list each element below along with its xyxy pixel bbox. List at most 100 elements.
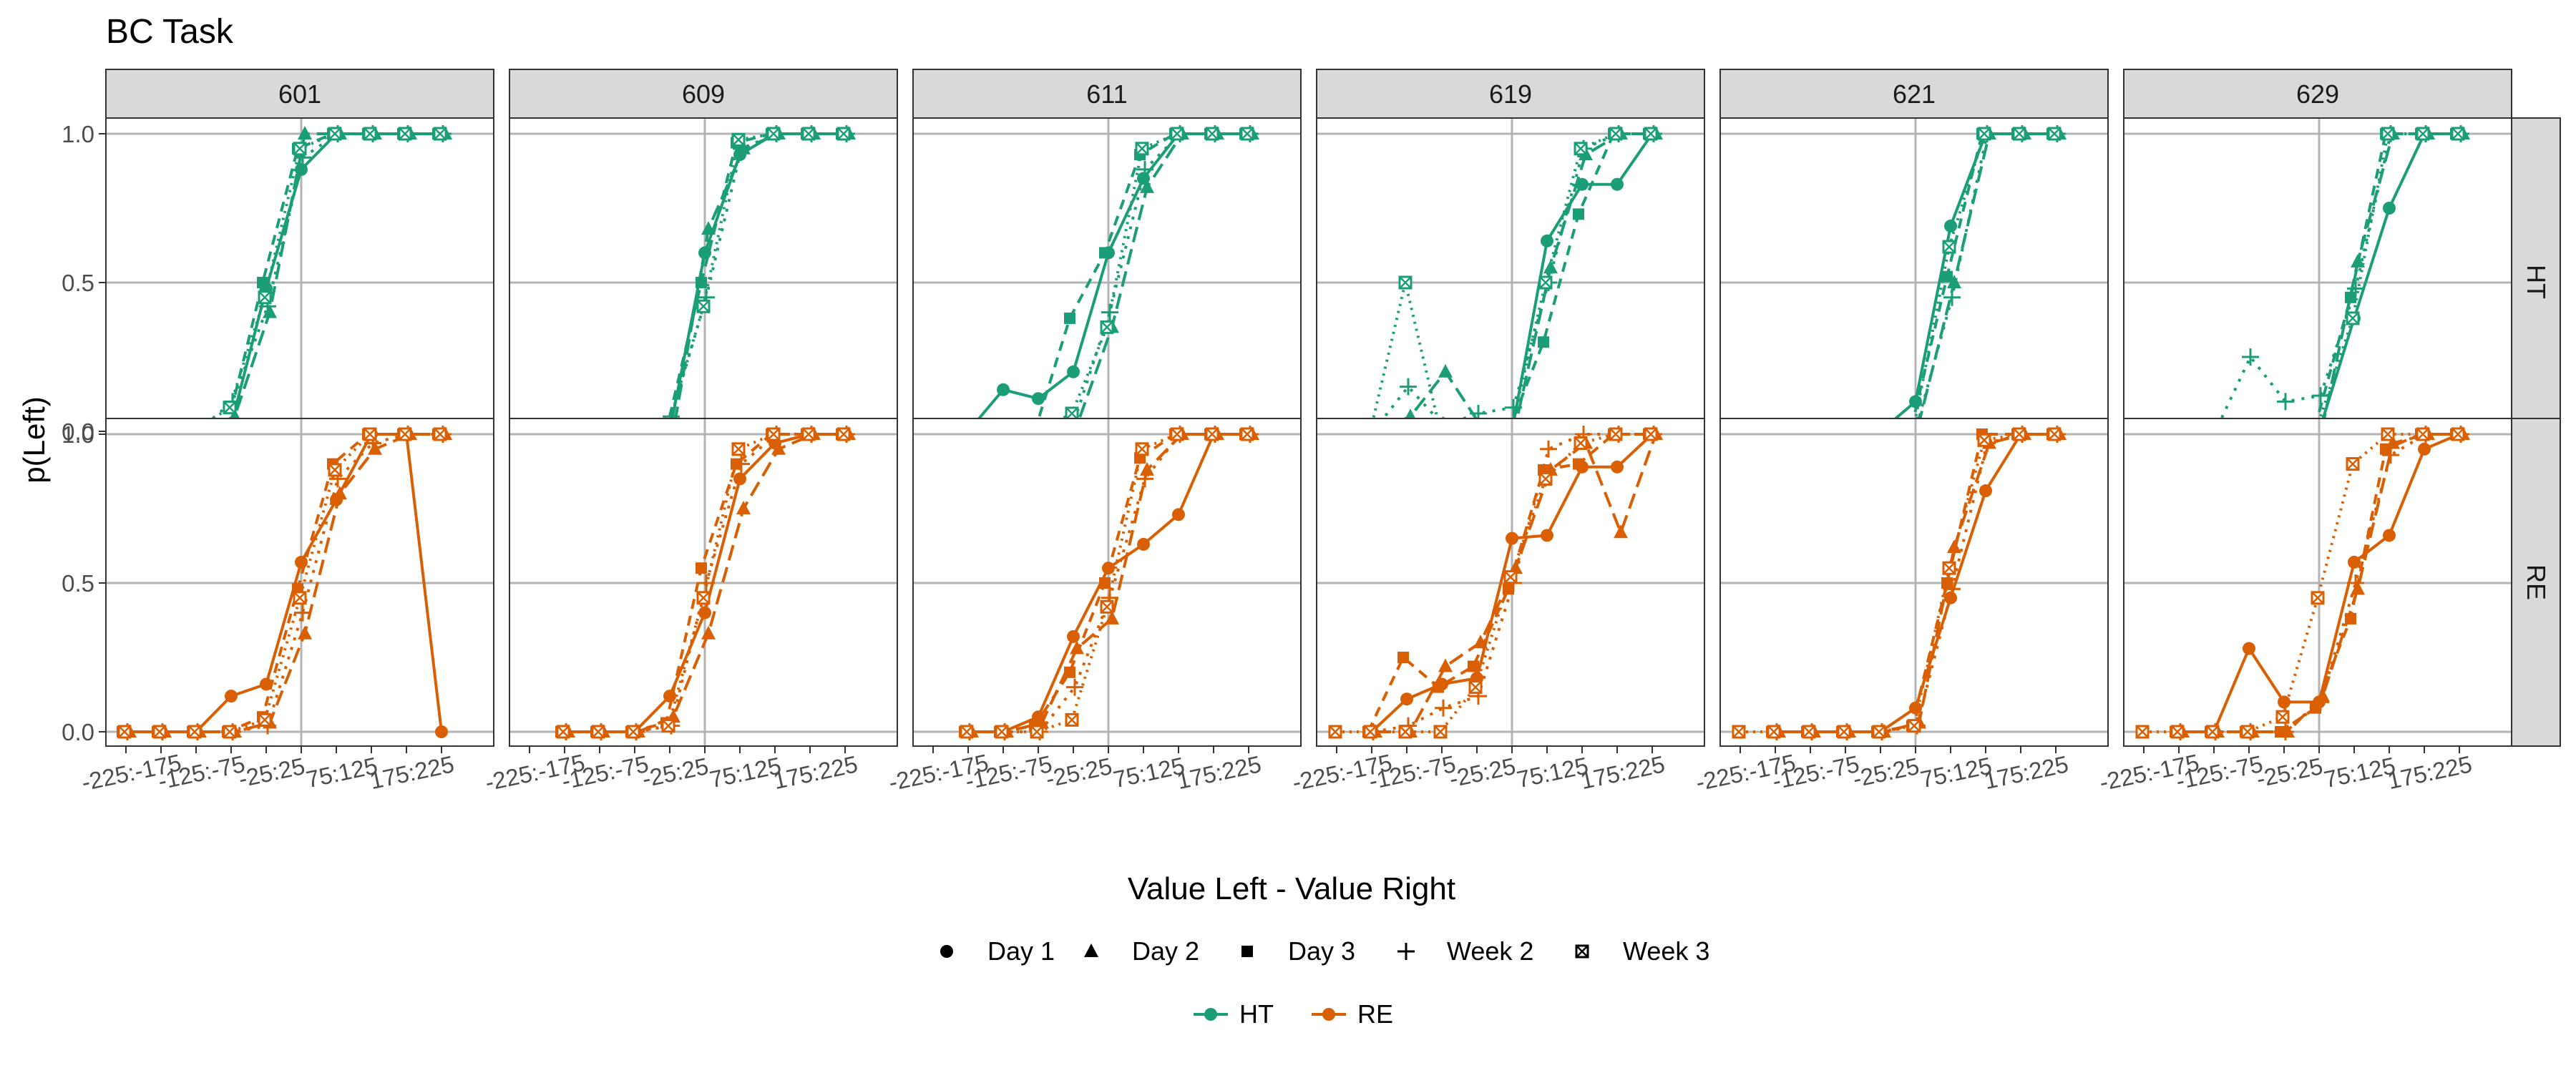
data-point-day-3-square <box>1433 681 1444 693</box>
data-point-day-3-square <box>1064 666 1075 678</box>
y-tick-label: 0.0 <box>62 418 94 445</box>
data-point-week-3-boxed-x-cross <box>1365 726 1376 738</box>
legend-item-day-3: Day 3 <box>1241 936 1355 966</box>
data-point-week-3-boxed-x-cross <box>1136 443 1148 455</box>
data-point-week-3-boxed-x-cross <box>2452 428 2464 440</box>
data-point-week-3-boxed-x-cross <box>1206 128 1218 139</box>
facet-row-strip-label: RE <box>2522 564 2551 600</box>
data-point-day-2-triangle <box>368 441 382 455</box>
data-point-day-1-circle <box>1032 392 1045 406</box>
data-point-week-3-boxed-x-cross <box>364 428 376 440</box>
panel-609-HT <box>509 117 898 446</box>
panel-border <box>1719 418 2109 747</box>
legend-label: Day 3 <box>1288 936 1355 966</box>
data-point-week-3-boxed-x-cross <box>733 134 744 146</box>
legend-key-triangle <box>1084 944 1098 957</box>
data-point-week-3-boxed-x-cross <box>1979 434 1990 446</box>
data-point-week-3-boxed-x-cross <box>1031 726 1043 738</box>
panel-611-HT <box>912 117 1302 446</box>
data-point-day-1-circle <box>1979 484 1992 498</box>
data-point-day-1-circle <box>1611 460 1624 474</box>
data-point-day-1-circle <box>733 472 746 486</box>
y-tick-label: 0.0 <box>62 719 94 745</box>
data-point-week-3-boxed-x-cross <box>2347 458 2358 470</box>
facet-strip-box <box>2123 69 2512 119</box>
data-point-day-3-square <box>1941 270 1953 283</box>
data-point-week-3-boxed-x-cross <box>803 428 814 440</box>
data-point-week-2-plus <box>2277 393 2294 411</box>
data-point-day-2-triangle <box>1438 658 1453 672</box>
data-point-week-3-boxed-x-cross <box>2014 428 2025 440</box>
data-point-week-3-boxed-x-cross <box>1435 726 1446 738</box>
legend-item-day-2: Day 2 <box>1084 936 1199 966</box>
data-point-week-3-boxed-x-cross <box>2207 726 2218 738</box>
data-point-week-3-boxed-x-cross <box>663 720 674 732</box>
legend-label: Day 2 <box>1132 936 1199 966</box>
data-point-day-1-circle <box>1909 395 1922 408</box>
data-point-week-2-plus <box>698 574 715 592</box>
legend-key-square <box>1241 946 1253 957</box>
legend-key-point <box>1322 1008 1335 1021</box>
series-line-week-3 <box>563 433 844 733</box>
data-point-week-3-boxed-x-cross <box>119 726 130 738</box>
data-point-day-1-circle <box>1067 365 1080 378</box>
data-point-day-1-circle <box>698 606 711 619</box>
data-point-week-3-boxed-x-cross <box>698 300 709 313</box>
data-point-week-2-plus <box>1136 470 1153 488</box>
data-point-day-2-triangle <box>736 501 751 514</box>
data-point-day-3-square <box>1397 652 1409 663</box>
legend-label: RE <box>1357 999 1393 1029</box>
facet-strip-619: 619 <box>1316 69 1705 119</box>
data-point-day-2-triangle <box>771 441 786 455</box>
data-point-week-2-plus <box>2277 723 2294 740</box>
data-point-week-3-boxed-x-cross <box>1610 128 1621 139</box>
data-point-day-3-square <box>2310 702 2321 714</box>
facet-strip-601: 601 <box>105 69 494 119</box>
data-point-day-2-triangle <box>701 221 716 235</box>
data-point-day-2-triangle <box>298 126 312 139</box>
series-line-week-3 <box>1739 433 2054 733</box>
data-point-week-3-boxed-x-cross <box>2049 128 2060 139</box>
data-point-week-3-boxed-x-cross <box>996 726 1008 738</box>
data-point-day-3-square <box>1573 208 1584 220</box>
data-point-week-3-boxed-x-cross <box>329 464 341 476</box>
panel-619-HT <box>1316 117 1705 446</box>
data-point-week-3-boxed-x-cross <box>1540 277 1551 288</box>
data-point-week-3-boxed-x-cross <box>557 726 569 738</box>
legend-key-plus <box>1397 943 1415 960</box>
data-point-week-3-boxed-x-cross <box>1838 726 1850 738</box>
data-point-week-3-boxed-x-cross <box>1575 142 1586 155</box>
facet-strip-box <box>509 69 898 119</box>
data-point-week-3-boxed-x-cross <box>592 726 604 738</box>
data-point-week-3-boxed-x-cross <box>768 128 779 139</box>
facet-strip-label: 609 <box>682 79 725 109</box>
data-point-day-1-circle <box>2418 442 2431 456</box>
data-point-day-3-square <box>2345 612 2356 624</box>
data-point-week-3-boxed-x-cross <box>1645 428 1657 440</box>
facet-strip-label: 611 <box>1086 79 1127 109</box>
data-point-week-3-boxed-x-cross <box>961 726 972 738</box>
data-point-week-3-boxed-x-cross <box>2417 428 2429 440</box>
legend-key-point <box>1204 1008 1217 1021</box>
facet-panels: 601 609 611 619 621 629HTRE0.00.51.0-225:-175… <box>62 69 2561 796</box>
chart-title: BC Task <box>106 13 234 51</box>
data-point-week-3-boxed-x-cross <box>1400 726 1411 738</box>
data-point-week-3-boxed-x-cross <box>803 128 814 139</box>
data-point-day-1-circle <box>1172 508 1185 521</box>
data-point-week-3-boxed-x-cross <box>434 428 446 440</box>
data-point-day-1-circle <box>2278 695 2290 709</box>
data-point-week-3-boxed-x-cross <box>2049 428 2060 440</box>
data-point-week-3-boxed-x-cross <box>2347 313 2358 324</box>
data-point-week-3-boxed-x-cross <box>768 428 779 440</box>
data-point-week-3-boxed-x-cross <box>2382 428 2394 440</box>
data-point-day-1-circle <box>295 555 308 569</box>
legend-item-ht: HT <box>1194 999 1274 1029</box>
data-point-week-3-boxed-x-cross <box>1206 428 1218 440</box>
data-point-week-3-boxed-x-cross <box>1873 726 1885 738</box>
data-point-week-3-boxed-x-cross <box>259 291 270 303</box>
facet-row-strip-label: HT <box>2522 265 2551 299</box>
data-point-week-3-boxed-x-cross <box>1101 601 1113 613</box>
